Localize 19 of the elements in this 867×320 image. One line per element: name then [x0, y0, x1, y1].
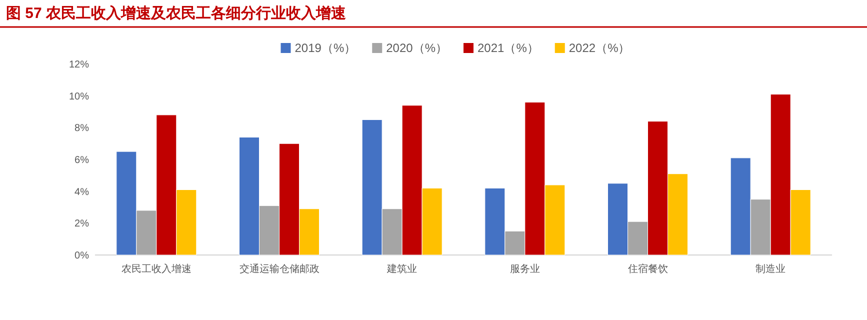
y-tick-label: 8% — [74, 123, 90, 134]
x-tick-label: 服务业 — [510, 263, 540, 275]
x-tick-label: 住宿餐饮 — [628, 263, 668, 275]
y-tick-label: 6% — [74, 155, 90, 166]
legend-label: 2019（%） — [294, 41, 356, 55]
y-tick-label: 10% — [68, 91, 90, 102]
y-tick-label: 2% — [74, 218, 90, 230]
legend-label: 2022（%） — [568, 41, 630, 55]
chart-title: 图 57 农民工收入增速及农民工各细分行业收入增速 — [6, 5, 348, 22]
x-tick-label: 制造业 — [756, 263, 786, 275]
y-tick-label: 12% — [68, 60, 90, 70]
x-tick-label: 农民工收入增速 — [121, 263, 192, 275]
x-tick-label: 建筑业 — [386, 263, 418, 275]
y-tick-label: 4% — [74, 186, 90, 198]
title: 图 57 农民工收入增速及农民工各细分行业收入增速 — [0, 5, 867, 28]
x-tick-label: 交通运输仓储邮政 — [239, 263, 320, 275]
legend-label: 2020（%） — [386, 41, 448, 55]
y-tick-label: 0% — [74, 250, 90, 262]
legend-label: 2021（%） — [478, 41, 539, 55]
